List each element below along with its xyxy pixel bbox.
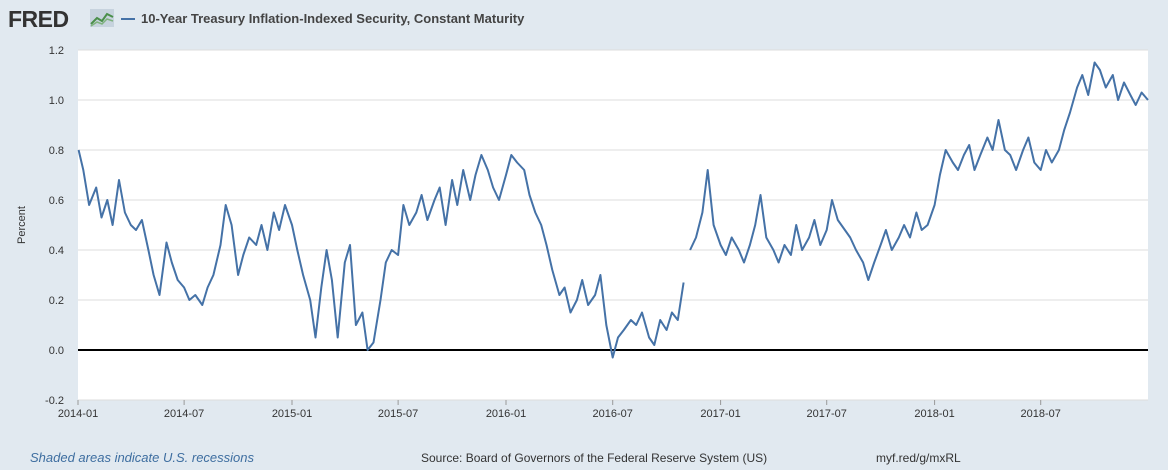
recession-note: Shaded areas indicate U.S. recessions [30, 450, 255, 465]
x-tick-label: 2018-07 [1021, 408, 1061, 420]
line-chart: -0.2 0.0 0.2 0.4 0.6 0.8 1.0 1.2 2014-01 2014-07… [16, 45, 1149, 420]
series-line-segment [689, 61, 1149, 281]
x-tick-label: 2016-01 [486, 408, 526, 420]
x-tick-labels: 2014-01 2014-07 2015-01 2015-07 2016-01 2016-… [58, 400, 1061, 420]
plot-background [78, 50, 1148, 400]
y-tick-label: 0.0 [49, 345, 64, 357]
legend-swatch [121, 17, 135, 20]
series-line-segment [77, 149, 685, 359]
x-tick-label: 2014-07 [164, 408, 204, 420]
y-tick-label: 0.4 [49, 245, 64, 257]
chart-header: FRED 10-Year Treasury Inflation-Indexed … [0, 0, 1168, 40]
x-tick-label: 2018-01 [914, 408, 954, 420]
line-chart-icon [90, 9, 114, 27]
y-tick-label: -0.2 [45, 395, 64, 407]
legend: 10-Year Treasury Inflation-Indexed Secur… [121, 11, 524, 26]
y-tick-label: 1.0 [49, 95, 64, 107]
y-tick-label: 0.6 [49, 195, 64, 207]
x-tick-label: 2017-07 [807, 408, 847, 420]
short-url[interactable]: myf.red/g/mxRL [876, 451, 961, 465]
y-tick-label: 0.2 [49, 295, 64, 307]
y-tick-label: 1.2 [49, 45, 64, 57]
legend-series-label: 10-Year Treasury Inflation-Indexed Secur… [141, 11, 525, 26]
x-tick-label: 2017-01 [700, 408, 740, 420]
y-tick-label: 0.8 [49, 145, 64, 157]
y-axis-label: Percent [16, 206, 28, 244]
x-tick-label: 2015-01 [272, 408, 312, 420]
x-tick-label: 2015-07 [378, 408, 418, 420]
source-text: Source: Board of Governors of the Federa… [421, 451, 768, 465]
x-tick-label: 2014-01 [58, 408, 98, 420]
y-tick-labels: -0.2 0.0 0.2 0.4 0.6 0.8 1.0 1.2 [45, 45, 64, 407]
fred-logo[interactable]: FRED [8, 6, 69, 32]
x-tick-label: 2016-07 [593, 408, 633, 420]
series-lines [77, 61, 1149, 359]
